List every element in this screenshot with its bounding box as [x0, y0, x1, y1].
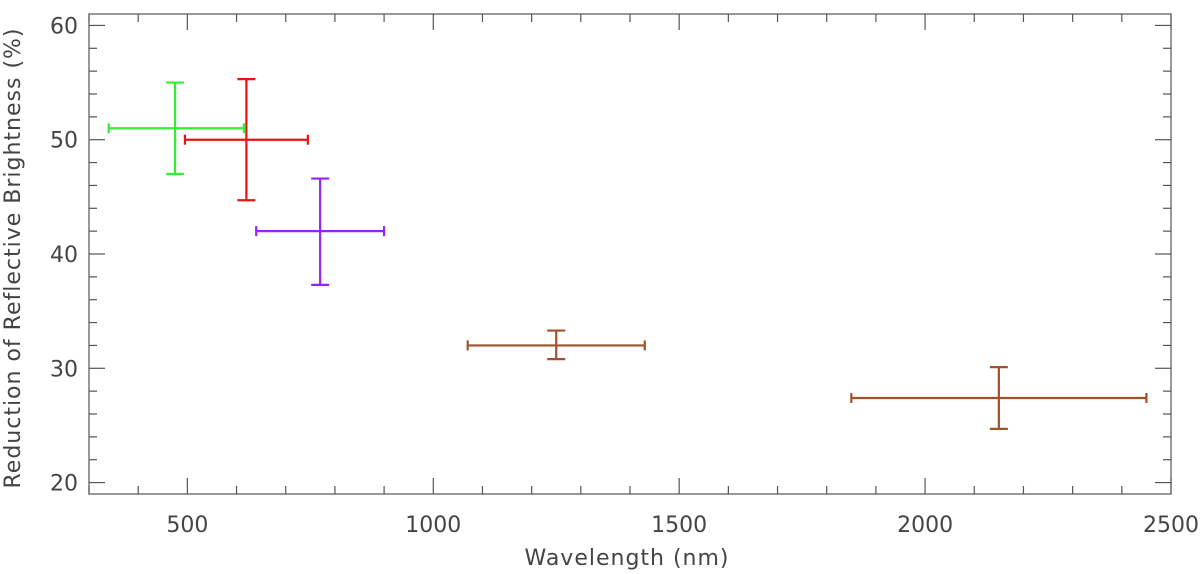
error-point-3	[255, 177, 386, 286]
y-tick-label: 60	[50, 14, 78, 39]
x-tick-label: 1000	[405, 513, 461, 538]
error-point-4	[466, 329, 646, 361]
plot-frame	[88, 13, 1172, 495]
y-tick-label: 50	[50, 129, 78, 154]
x-tick-label: 1500	[651, 513, 707, 538]
x-tick-label: 2000	[897, 513, 953, 538]
x-tick-label: 2500	[1143, 513, 1199, 538]
error-point-2	[183, 78, 309, 202]
axis-ticks	[88, 14, 1172, 494]
y-tick-label: 30	[50, 357, 78, 382]
x-tick-label: 500	[166, 513, 208, 538]
tick-labels: 500 1000 1500 2000 2500 20 30 40 50 60	[50, 14, 1199, 538]
y-tick-label: 20	[50, 472, 78, 497]
y-tick-label: 40	[50, 243, 78, 268]
y-axis-label: Reduction of Reflective Brightness (%)	[1, 27, 26, 488]
error-point-1	[107, 81, 246, 176]
data-points	[107, 78, 1148, 430]
x-axis-label: Wavelength (nm)	[524, 546, 729, 571]
error-point-5	[850, 366, 1148, 430]
